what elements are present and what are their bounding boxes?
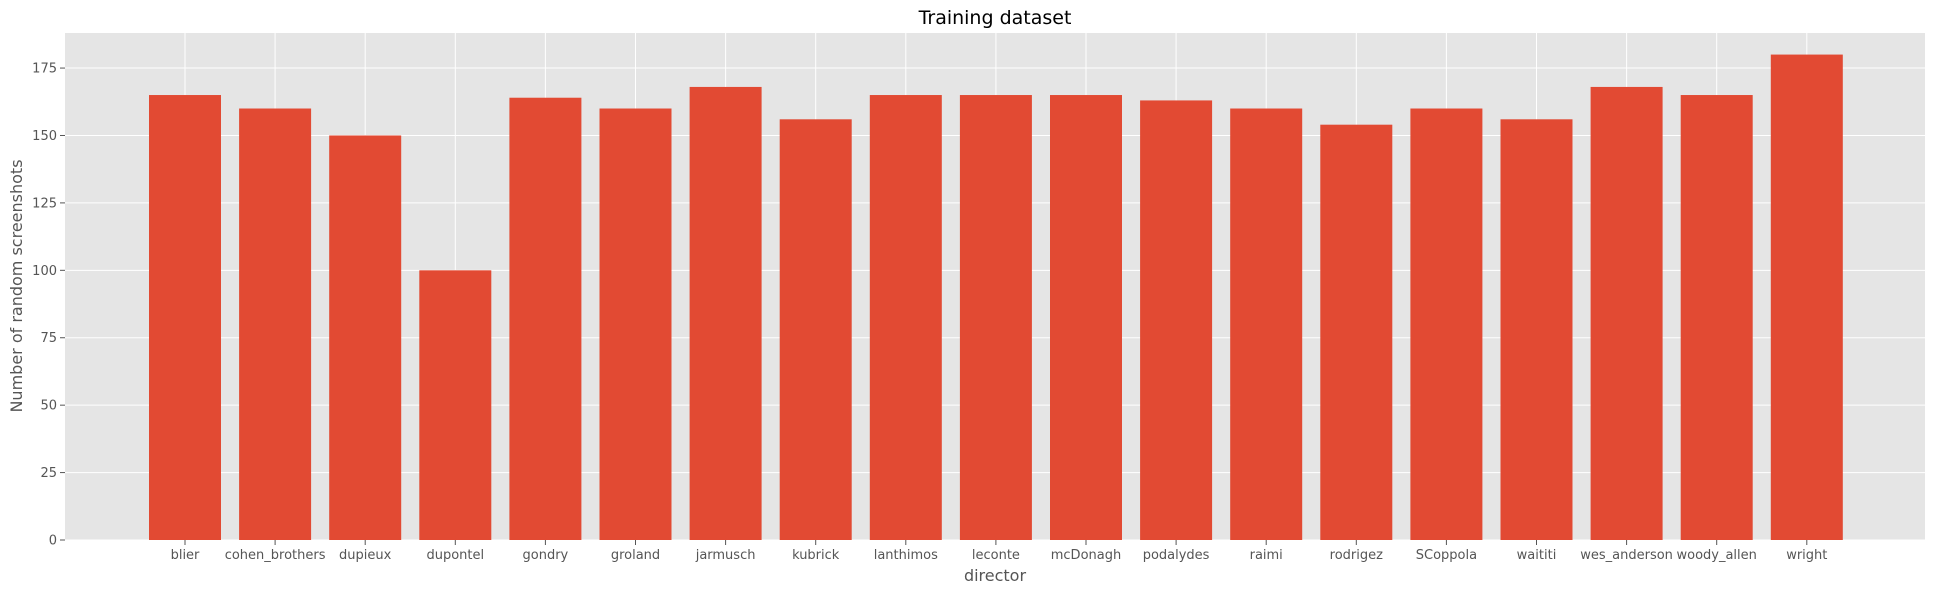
y-axis-label: Number of random screenshots xyxy=(7,159,26,412)
x-tick-label: lanthimos xyxy=(874,548,938,563)
x-tick-label: groland xyxy=(611,548,660,563)
y-tick-label: 25 xyxy=(40,466,57,481)
bar-podalydes xyxy=(1140,100,1213,540)
y-tick-label: 50 xyxy=(40,399,57,414)
x-tick-label: mcDonagh xyxy=(1051,548,1121,563)
y-tick-label: 150 xyxy=(32,129,57,144)
bar-raimi xyxy=(1230,108,1303,541)
y-tick-label: 100 xyxy=(32,264,57,279)
y-tick-label: 175 xyxy=(32,62,57,77)
y-tick-label: 125 xyxy=(32,196,57,211)
x-tick-label: woody_allen xyxy=(1676,548,1756,563)
bar-waititi xyxy=(1500,119,1573,540)
bar-woody_allen xyxy=(1680,95,1753,540)
bar-gondry xyxy=(509,97,582,541)
bar-groland xyxy=(599,108,672,541)
x-tick-label: wright xyxy=(1786,548,1827,563)
bar-wes_anderson xyxy=(1590,86,1663,541)
bar-leconte xyxy=(959,95,1032,540)
bar-kubrick xyxy=(779,119,852,540)
bar-cohen_brothers xyxy=(239,108,312,541)
x-axis-label: director xyxy=(964,566,1027,585)
x-tick-label: podalydes xyxy=(1143,548,1210,563)
chart-title: Training dataset xyxy=(918,7,1072,29)
bar-dupontel xyxy=(419,270,492,540)
bar-rodrigez xyxy=(1320,124,1393,540)
bar-mcDonagh xyxy=(1050,95,1122,540)
x-tick-label: kubrick xyxy=(792,548,840,563)
x-tick-label: SCoppola xyxy=(1416,548,1477,563)
bar-lanthimos xyxy=(869,95,942,540)
bar-SCoppola xyxy=(1410,108,1483,541)
x-tick-label: dupontel xyxy=(426,548,484,563)
x-tick-label: waititi xyxy=(1517,548,1557,563)
x-tick-label: wes_anderson xyxy=(1580,548,1673,563)
x-tick-label: cohen_brothers xyxy=(225,548,326,563)
x-axis-ticks: blier cohen_brothers dupieux dupontel gondry… xyxy=(171,540,1827,563)
bar-blier xyxy=(149,95,221,540)
bar-wright xyxy=(1770,54,1843,541)
bars xyxy=(149,54,1843,541)
y-axis-ticks: 0 25 50 75 100 125 150 175 xyxy=(32,62,65,549)
y-tick-label: 0 xyxy=(49,534,57,549)
x-tick-label: blier xyxy=(171,548,200,563)
x-tick-label: rodrigez xyxy=(1330,548,1383,563)
y-tick-label: 75 xyxy=(40,331,57,346)
x-tick-label: dupieux xyxy=(339,548,392,563)
bar-dupieux xyxy=(329,135,402,540)
x-tick-label: jarmusch xyxy=(695,548,756,563)
x-tick-label: gondry xyxy=(523,548,569,563)
x-tick-label: leconte xyxy=(972,548,1020,563)
bar-jarmusch xyxy=(689,86,762,541)
x-tick-label: raimi xyxy=(1250,548,1283,563)
